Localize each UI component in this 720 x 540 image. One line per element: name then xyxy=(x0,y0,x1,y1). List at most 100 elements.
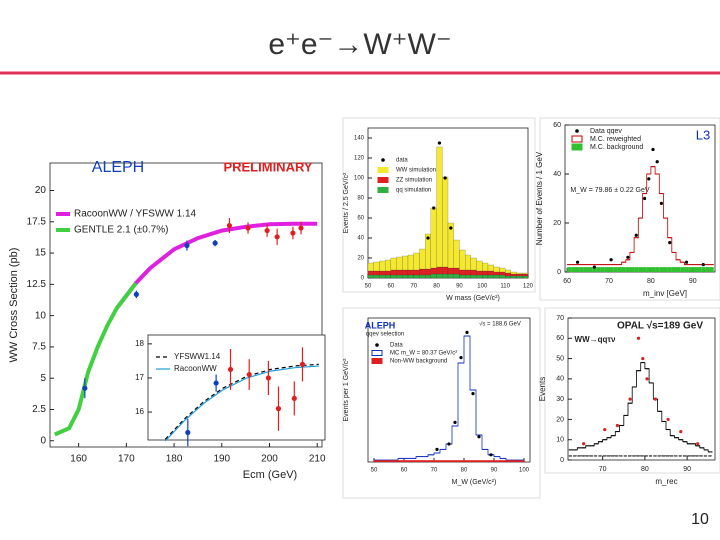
panel xyxy=(342,307,541,499)
x-tick-label: 80 xyxy=(647,278,655,285)
data-point xyxy=(184,242,190,249)
histogram-bar xyxy=(512,460,518,462)
histogram-bar xyxy=(646,267,651,272)
legend-swatch xyxy=(571,143,583,151)
data-point xyxy=(274,234,280,240)
y-axis-label: Events xyxy=(538,377,547,401)
histogram-bar xyxy=(493,271,500,276)
histogram-bar xyxy=(470,257,477,271)
x-tick-label: 100 xyxy=(519,468,530,474)
data-point xyxy=(291,395,297,402)
annotation: ALEPH xyxy=(92,159,144,176)
data-point xyxy=(227,366,234,373)
data-point xyxy=(489,453,493,457)
curve xyxy=(164,365,319,442)
histogram-bar xyxy=(510,271,517,275)
histogram-bar xyxy=(459,249,466,271)
histogram-bar xyxy=(621,267,626,272)
y-tick-label: 0 xyxy=(560,457,564,464)
data-point xyxy=(582,442,586,446)
histogram-bar xyxy=(453,273,460,279)
y-tick-label: 20 xyxy=(357,256,364,262)
histogram-bar xyxy=(494,460,500,462)
x-tick-label: 90 xyxy=(683,466,691,473)
histogram-bar xyxy=(499,267,506,273)
histogram-bar xyxy=(402,255,409,271)
histogram-bar xyxy=(680,267,685,272)
y-axis-label: Number of Events / 1 GeV xyxy=(535,151,544,245)
x-tick-label: 50 xyxy=(365,284,372,290)
y-tick-label: 20 xyxy=(556,416,564,423)
data-point xyxy=(477,435,481,439)
y-tick-label: 60 xyxy=(553,122,561,129)
x-axis-label: m_rec xyxy=(655,477,677,486)
y-tick-label: 0 xyxy=(40,435,46,446)
data-point xyxy=(426,236,430,240)
histogram-bar xyxy=(428,460,434,462)
histogram-bar xyxy=(407,269,414,276)
annotation: qqev selection xyxy=(366,332,404,338)
curve xyxy=(164,363,319,440)
x-axis-label: Ecm (GeV) xyxy=(243,469,297,481)
data-point xyxy=(447,442,451,446)
data-point xyxy=(213,380,219,386)
y-tick-label: 18 xyxy=(135,339,144,348)
page-number: 10 xyxy=(691,511,709,528)
legend-label: ZZ simulation xyxy=(396,178,432,184)
x-tick-label: 170 xyxy=(118,454,135,465)
histogram-bar xyxy=(396,274,403,279)
data-point xyxy=(643,196,647,201)
histogram-bar xyxy=(402,274,409,279)
y-tick-label: 0 xyxy=(361,276,365,282)
histogram-bar xyxy=(667,267,672,272)
histogram-bar xyxy=(465,254,471,271)
y-tick-label: 7.5 xyxy=(32,342,46,353)
y-axis-label: WW Cross Section (pb) xyxy=(8,248,20,363)
histogram-bar xyxy=(604,267,609,272)
x-tick-label: 100 xyxy=(477,284,488,290)
x-tick-label: 160 xyxy=(70,454,87,465)
histogram-bar xyxy=(404,460,410,462)
histogram-bar xyxy=(465,274,471,279)
x-tick-label: 90 xyxy=(456,284,463,290)
data-point xyxy=(634,233,638,237)
slide-title: e⁺e⁻→W⁺W⁻ xyxy=(268,28,451,61)
y-tick-label: 5 xyxy=(40,373,46,384)
legend-label: Data xyxy=(390,343,403,349)
histogram-bar xyxy=(367,274,374,279)
legend-label: qq simulation xyxy=(396,188,431,194)
histogram-bar xyxy=(705,267,710,272)
x-tick-label: 90 xyxy=(491,468,498,474)
histogram-bar xyxy=(487,264,494,272)
y-tick-label: 70 xyxy=(556,315,564,322)
y-tick-label: 140 xyxy=(354,136,365,142)
histogram-bar xyxy=(430,267,437,275)
histogram-bar xyxy=(510,275,517,279)
x-tick-label: 80 xyxy=(641,466,649,473)
y-tick-label: 15 xyxy=(35,248,47,259)
histogram-bar xyxy=(380,460,386,462)
data-point xyxy=(435,447,439,451)
y-tick-label: 16 xyxy=(135,407,144,416)
legend-swatch xyxy=(571,135,583,143)
histogram-bar xyxy=(608,267,614,272)
annotation: WW→qqτν xyxy=(575,335,616,344)
data-point xyxy=(666,417,670,422)
histogram-bar xyxy=(505,272,511,277)
histogram-bar xyxy=(385,270,391,276)
legend-label: Non-WW background xyxy=(390,359,447,365)
histogram-bar xyxy=(655,267,660,272)
histogram-bar xyxy=(402,269,409,276)
legend-label: M.C. reweighted xyxy=(590,136,641,143)
data-point xyxy=(628,397,632,401)
histogram-outline xyxy=(567,166,714,265)
x-tick-label: 200 xyxy=(261,454,278,465)
histogram-bar xyxy=(470,460,476,462)
annotation: PRELIMINARY xyxy=(223,159,312,174)
histogram-bar xyxy=(436,266,443,275)
histogram-bar xyxy=(709,267,714,272)
histogram-bar xyxy=(452,460,458,462)
histogram-bar xyxy=(634,267,639,272)
histogram-bar xyxy=(522,273,529,277)
